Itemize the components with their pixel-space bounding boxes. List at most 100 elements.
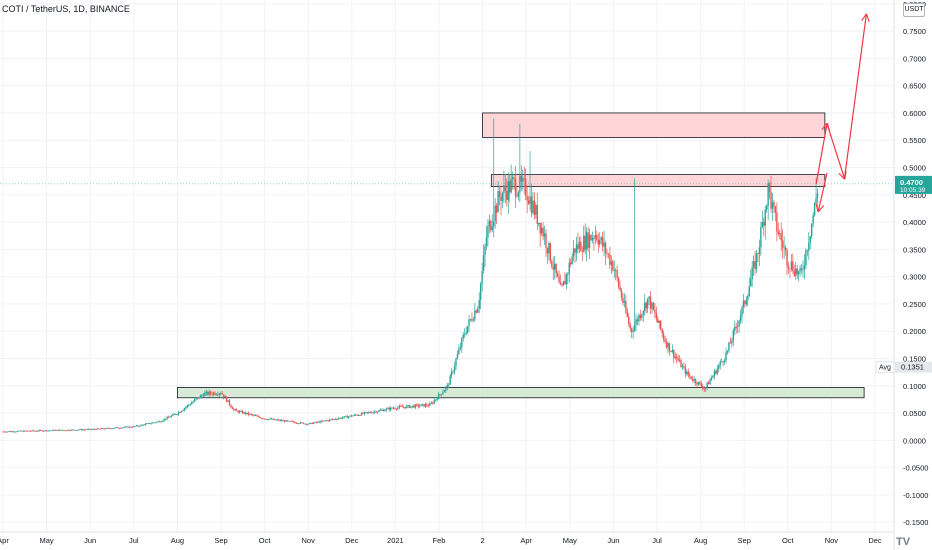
time-axis[interactable]: Apr May Jun Jul Aug Sep Oct Nov Dec 2021 Feb 2 Apr Ma… bbox=[0, 536, 882, 545]
candle-body bbox=[540, 227, 543, 234]
candle-body bbox=[119, 428, 122, 429]
candle-body bbox=[249, 413, 251, 415]
candle-body bbox=[404, 407, 406, 409]
candle-body bbox=[89, 428, 91, 430]
time-tick-label: Nov bbox=[302, 536, 316, 545]
candle-body bbox=[416, 404, 418, 406]
candle-body bbox=[588, 234, 591, 248]
candle-body bbox=[734, 326, 736, 331]
candle-body bbox=[696, 383, 698, 385]
candle-body bbox=[234, 409, 237, 411]
candle-body bbox=[105, 427, 107, 429]
candle-body bbox=[334, 418, 337, 420]
candle-body bbox=[35, 430, 38, 432]
candle-body bbox=[285, 420, 287, 422]
candle-body bbox=[613, 270, 615, 271]
candle-body bbox=[77, 429, 80, 431]
candle-body bbox=[622, 297, 624, 303]
candle-body bbox=[693, 379, 695, 381]
candle-body bbox=[625, 301, 627, 312]
candle-body bbox=[148, 423, 151, 424]
candle-body bbox=[786, 250, 788, 266]
candle-body bbox=[40, 430, 42, 431]
candle-body bbox=[304, 423, 306, 425]
candle-body bbox=[673, 349, 675, 358]
candle-body bbox=[394, 408, 396, 409]
candle-body bbox=[420, 404, 422, 406]
candle-body bbox=[549, 243, 552, 262]
price-tick-label: 0.1000 bbox=[903, 382, 926, 391]
candle-body bbox=[172, 414, 174, 416]
candle-body bbox=[25, 430, 27, 432]
candle-body bbox=[112, 428, 115, 429]
candle-body bbox=[231, 407, 234, 410]
currency-badge[interactable]: USDT bbox=[903, 3, 925, 17]
price-axis[interactable]: 0.80000.75000.70000.65000.60000.55000.50… bbox=[903, 0, 928, 527]
candle-body bbox=[372, 412, 374, 414]
candle-body bbox=[787, 265, 790, 269]
candle-body bbox=[526, 196, 528, 201]
candle-body bbox=[102, 428, 104, 429]
candle-body bbox=[760, 227, 762, 248]
candle-body bbox=[668, 343, 671, 352]
candle-body bbox=[221, 393, 223, 395]
candle-body bbox=[389, 407, 392, 410]
candle-body bbox=[218, 393, 221, 395]
candle-body bbox=[715, 371, 717, 374]
candle-body bbox=[324, 420, 327, 422]
candle-body bbox=[635, 319, 637, 325]
candle-body bbox=[307, 424, 309, 425]
candle-body bbox=[224, 396, 226, 398]
candle-body bbox=[327, 420, 329, 422]
candle-body bbox=[462, 334, 464, 339]
candle-body bbox=[700, 383, 703, 387]
time-tick-label: Jun bbox=[84, 536, 96, 545]
candle-body bbox=[421, 404, 424, 405]
candle-body bbox=[533, 200, 536, 215]
candle-body bbox=[24, 430, 26, 432]
candle-body bbox=[275, 419, 277, 421]
price-tick-label: 0.0500 bbox=[903, 409, 926, 418]
candle-body bbox=[96, 428, 99, 430]
candle-body bbox=[385, 408, 387, 411]
candle-body bbox=[493, 221, 495, 227]
candle-body bbox=[103, 428, 106, 430]
candle-body bbox=[488, 220, 491, 227]
candle-body bbox=[680, 359, 682, 368]
candle-body bbox=[809, 236, 811, 243]
candle-body bbox=[66, 429, 68, 431]
candle-body bbox=[770, 192, 772, 209]
candle-body bbox=[509, 181, 511, 193]
candle-body bbox=[539, 222, 541, 234]
candle-body bbox=[561, 284, 563, 286]
candle-body bbox=[501, 193, 504, 201]
candle-body bbox=[362, 412, 364, 414]
candle-body bbox=[427, 405, 430, 407]
candle-body bbox=[455, 358, 457, 367]
candle-body bbox=[38, 430, 40, 431]
candle-body bbox=[616, 270, 618, 278]
candle-body bbox=[781, 240, 784, 248]
candle-body bbox=[134, 426, 136, 428]
price-tick-label: 0.3500 bbox=[903, 245, 926, 254]
candle-body bbox=[215, 394, 218, 396]
candle-body bbox=[71, 429, 74, 431]
candle-body bbox=[211, 393, 213, 395]
candle-body bbox=[587, 232, 589, 248]
symbol-title[interactable]: COTI / TetherUS, 1D, BINANCE bbox=[2, 4, 130, 14]
candle-body bbox=[260, 417, 263, 419]
time-tick-label: 2021 bbox=[387, 536, 404, 545]
candle-body bbox=[585, 232, 588, 250]
candle-body bbox=[8, 431, 10, 433]
current-price-value: 0.4700 bbox=[900, 178, 923, 187]
candle-body bbox=[706, 382, 708, 388]
time-tick-label: Oct bbox=[259, 536, 272, 545]
candle-body bbox=[368, 412, 370, 413]
candle-body bbox=[302, 422, 305, 424]
candle-body bbox=[11, 431, 13, 433]
candle-body bbox=[34, 430, 36, 432]
candle-body bbox=[92, 428, 94, 430]
candle-body bbox=[67, 429, 70, 431]
price-tick-label: -0.1000 bbox=[903, 491, 928, 500]
